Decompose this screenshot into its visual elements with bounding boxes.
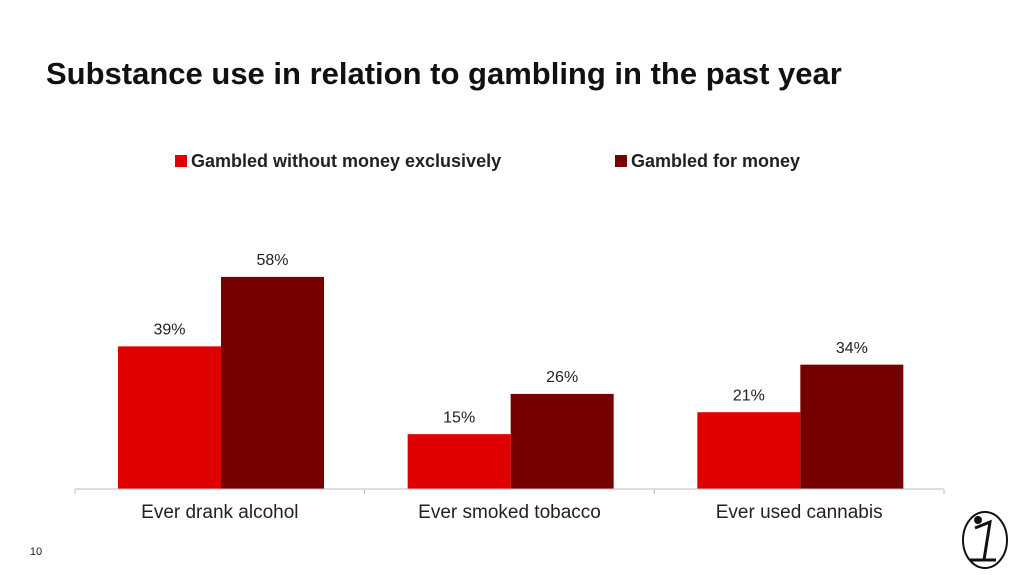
x-tick-label: Ever smoked tobacco	[418, 502, 601, 523]
data-label: 21%	[733, 387, 765, 404]
chart-title: Substance use in relation to gambling in…	[46, 56, 842, 91]
data-label: 26%	[546, 369, 578, 386]
legend-label: Gambled without money exclusively	[191, 151, 501, 171]
data-label: 58%	[256, 252, 288, 269]
logo	[962, 511, 1008, 569]
data-label: 34%	[836, 340, 868, 357]
bar	[407, 434, 511, 489]
slide-number: 10	[30, 546, 42, 558]
legend-label: Gambled for money	[631, 151, 800, 171]
bar	[510, 393, 614, 489]
data-label: 39%	[153, 322, 185, 339]
x-tick-label: Ever used cannabis	[716, 502, 883, 523]
bar	[118, 346, 221, 489]
bar	[697, 412, 801, 489]
x-tick-label: Ever drank alcohol	[141, 502, 298, 523]
legend-swatch	[175, 155, 187, 167]
data-label: 15%	[443, 409, 475, 426]
bar	[221, 276, 324, 489]
bar	[800, 364, 904, 489]
legend-swatch	[615, 155, 627, 167]
